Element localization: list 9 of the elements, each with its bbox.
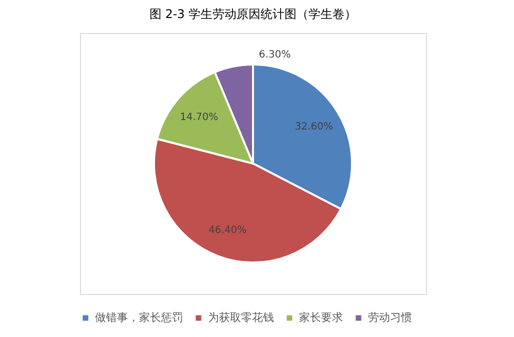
legend-label: 家长要求 bbox=[299, 310, 343, 324]
data-label: 6.30% bbox=[258, 50, 291, 61]
data-label: 46.40% bbox=[208, 225, 247, 236]
chart-title: 图 2-3 学生劳动原因统计图（学生卷） bbox=[149, 7, 357, 21]
legend-label: 做错事，家长惩罚 bbox=[95, 310, 183, 324]
data-label: 32.60% bbox=[294, 121, 333, 132]
legend-label: 为获取零花钱 bbox=[208, 310, 274, 324]
data-label: 14.70% bbox=[180, 112, 218, 123]
legend-label: 劳动习惯 bbox=[368, 310, 412, 324]
